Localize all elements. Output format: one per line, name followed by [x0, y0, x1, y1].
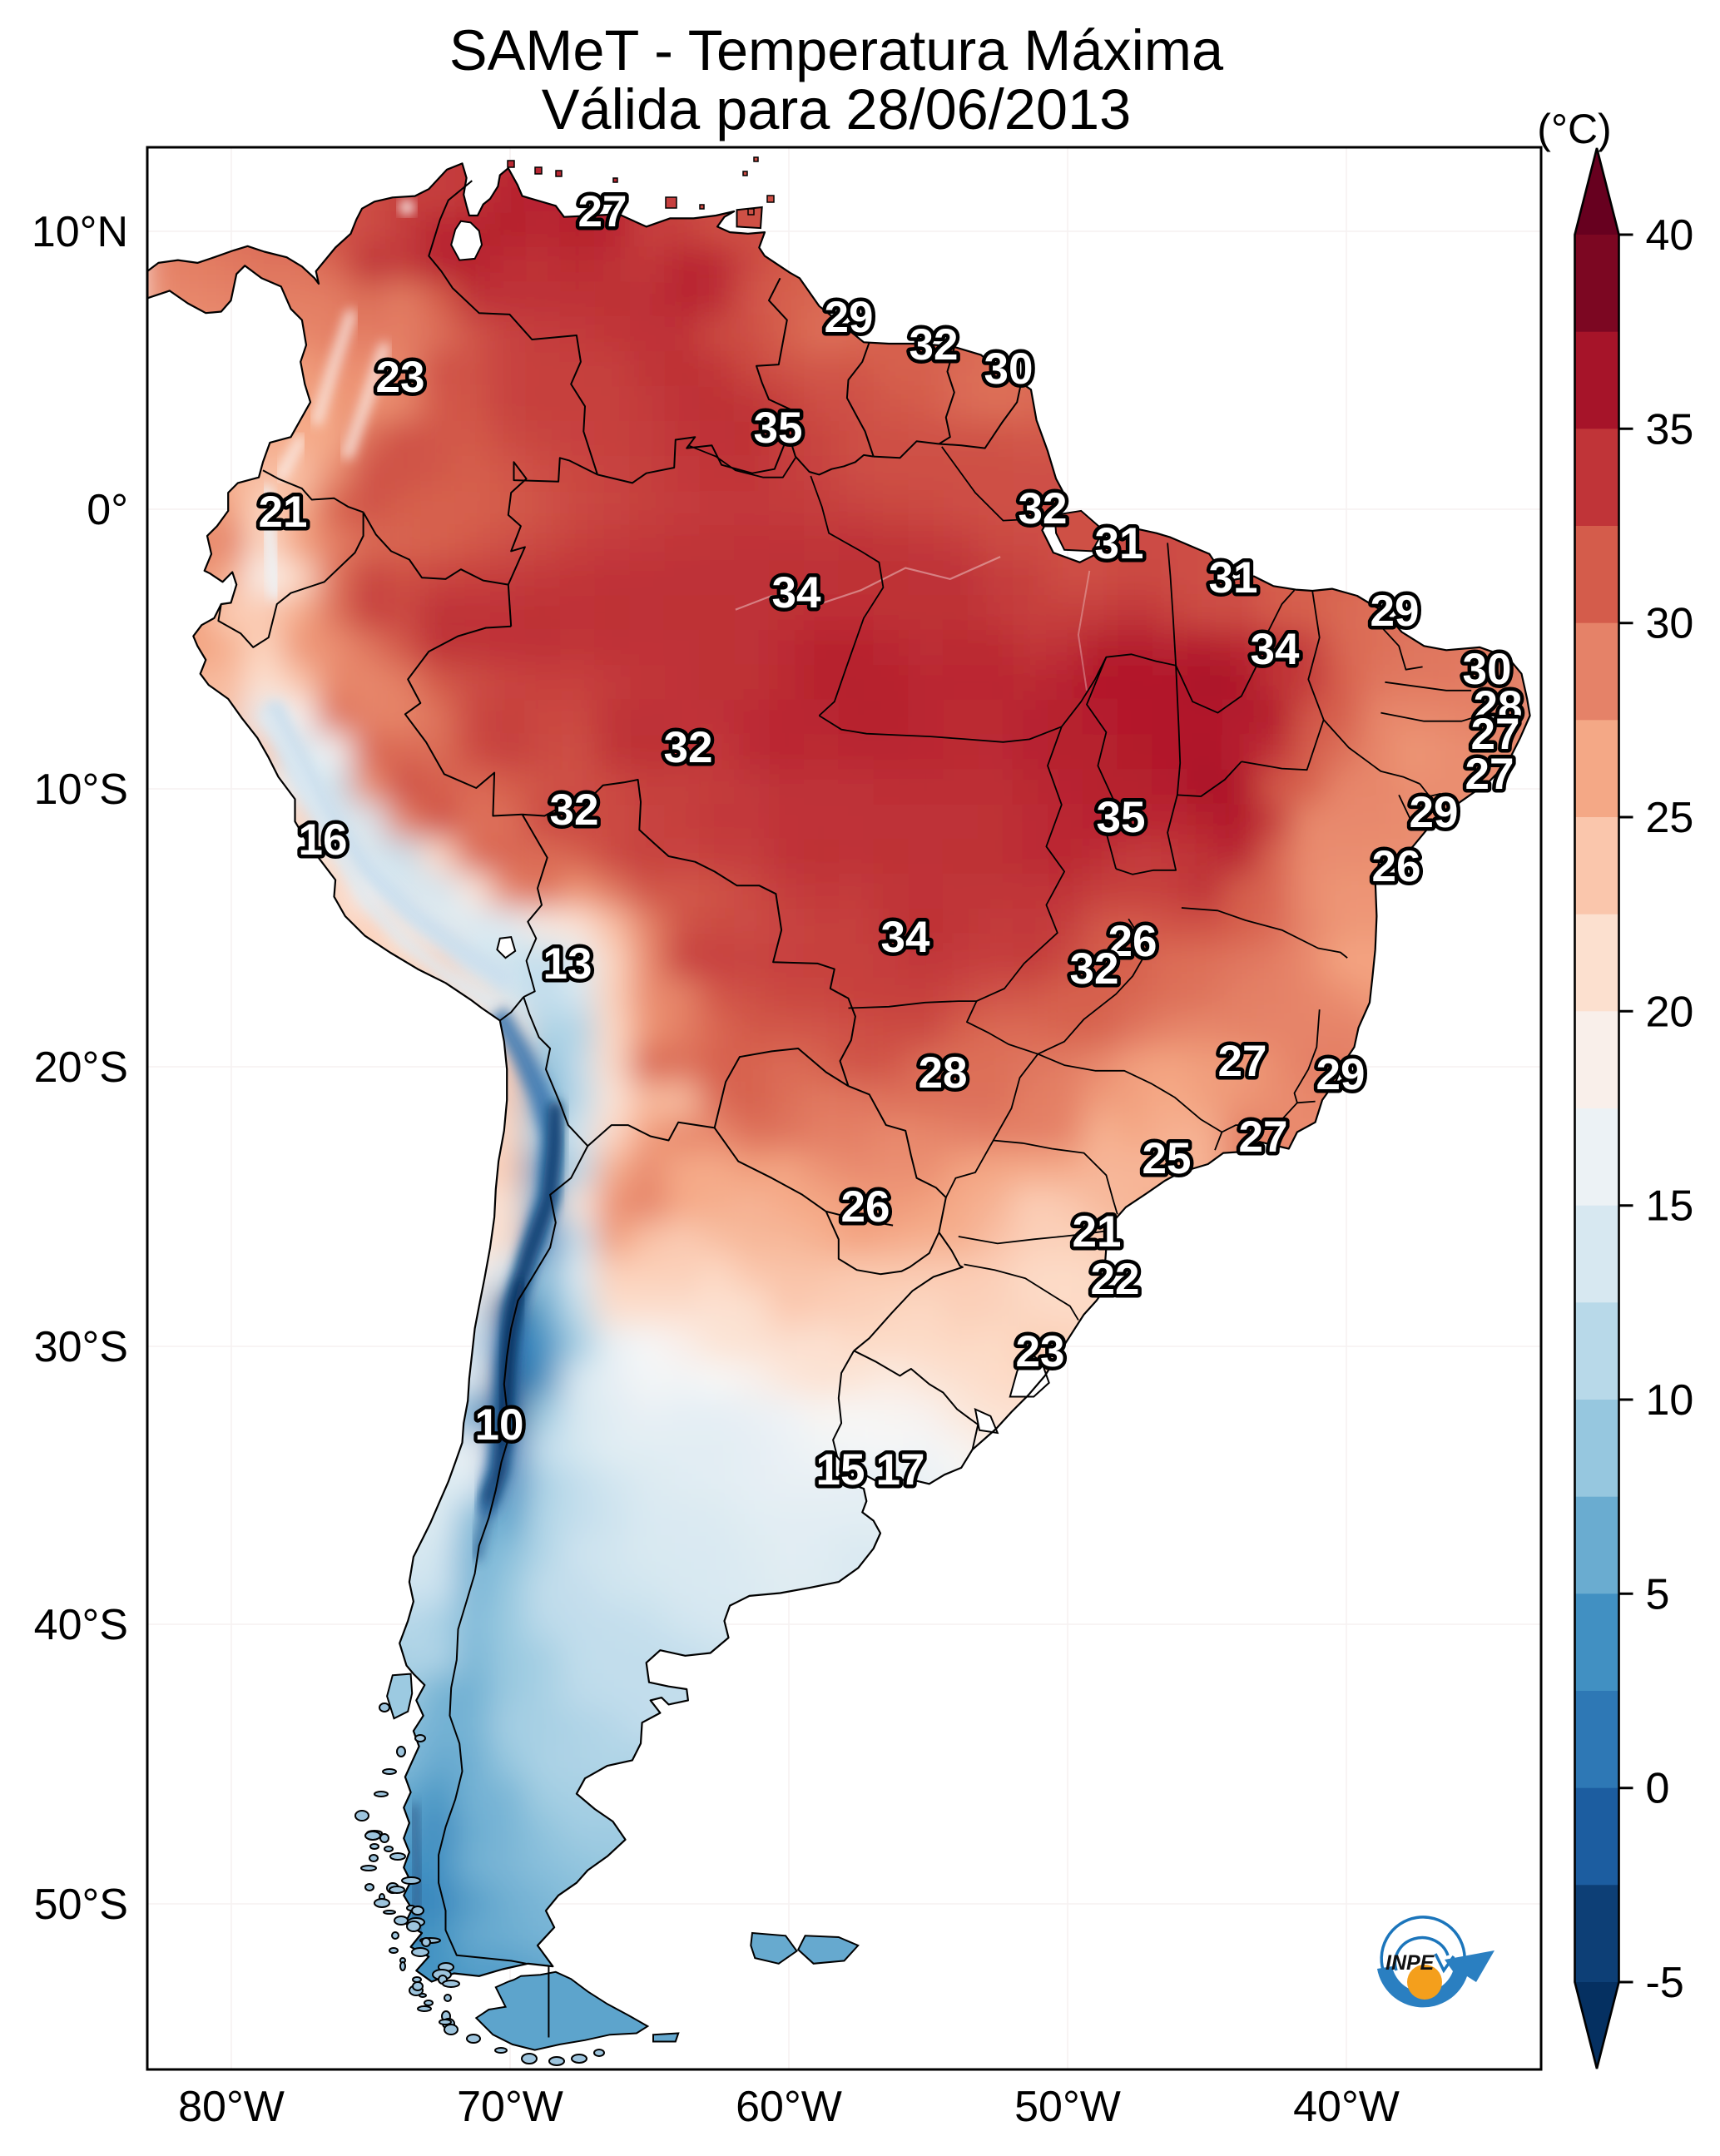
svg-text:30: 30: [984, 344, 1033, 394]
svg-text:26: 26: [1108, 917, 1157, 966]
svg-text:35: 35: [1646, 405, 1694, 454]
svg-text:50°S: 50°S: [34, 1881, 128, 1929]
svg-text:26: 26: [1372, 842, 1421, 891]
svg-text:31: 31: [1209, 553, 1258, 602]
svg-text:80°W: 80°W: [178, 2083, 285, 2131]
svg-text:10°S: 10°S: [34, 766, 128, 814]
svg-text:0: 0: [1646, 1765, 1670, 1813]
svg-text:27: 27: [1239, 1113, 1288, 1162]
svg-text:22: 22: [1091, 1255, 1140, 1304]
svg-text:15: 15: [816, 1445, 865, 1494]
svg-text:35: 35: [754, 404, 803, 453]
svg-text:40°S: 40°S: [34, 1601, 128, 1649]
svg-text:25: 25: [1143, 1134, 1192, 1183]
svg-text:28: 28: [1474, 682, 1523, 731]
svg-text:30°S: 30°S: [34, 1323, 128, 1371]
svg-text:13: 13: [543, 939, 592, 989]
svg-text:26: 26: [841, 1182, 890, 1232]
svg-text:15: 15: [1646, 1182, 1694, 1231]
svg-text:34: 34: [881, 913, 930, 962]
svg-text:10: 10: [475, 1400, 524, 1450]
svg-text:60°W: 60°W: [736, 2083, 842, 2131]
svg-text:20: 20: [1646, 988, 1694, 1036]
svg-text:27: 27: [1218, 1037, 1267, 1086]
svg-text:21: 21: [1073, 1207, 1122, 1256]
svg-text:29: 29: [1316, 1050, 1366, 1099]
svg-text:70°W: 70°W: [457, 2083, 563, 2131]
svg-text:32: 32: [1019, 484, 1068, 533]
svg-text:30: 30: [1463, 645, 1512, 694]
svg-text:32: 32: [910, 320, 959, 369]
svg-text:0°: 0°: [87, 486, 128, 534]
svg-text:34: 34: [772, 568, 821, 617]
svg-text:INPE: INPE: [1385, 1951, 1435, 1975]
svg-text:27: 27: [1471, 710, 1520, 759]
svg-text:31: 31: [1095, 519, 1144, 568]
svg-text:29: 29: [1410, 788, 1459, 837]
svg-text:40: 40: [1646, 211, 1694, 260]
svg-text:30: 30: [1646, 600, 1694, 648]
svg-text:Válida para 28/06/2013: Válida para 28/06/2013: [542, 77, 1131, 141]
svg-text:10: 10: [1646, 1376, 1694, 1425]
svg-text:-5: -5: [1646, 1959, 1684, 2007]
svg-text:32: 32: [664, 723, 713, 772]
svg-text:(°C): (°C): [1537, 106, 1611, 152]
svg-text:17: 17: [876, 1445, 925, 1494]
svg-text:32: 32: [1070, 944, 1119, 994]
svg-text:5: 5: [1646, 1570, 1670, 1618]
svg-text:27: 27: [1465, 750, 1514, 799]
svg-text:SAMeT - Temperatura Máxima: SAMeT - Temperatura Máxima: [449, 18, 1224, 82]
svg-text:29: 29: [1371, 587, 1420, 636]
svg-text:21: 21: [259, 488, 308, 537]
svg-text:23: 23: [1016, 1327, 1065, 1376]
svg-text:28: 28: [919, 1048, 968, 1098]
svg-text:16: 16: [299, 815, 348, 865]
svg-text:20°S: 20°S: [34, 1043, 128, 1092]
svg-text:34: 34: [1251, 625, 1300, 674]
svg-text:29: 29: [825, 293, 874, 342]
svg-text:32: 32: [550, 786, 599, 835]
svg-text:25: 25: [1646, 794, 1694, 842]
svg-text:35: 35: [1097, 793, 1146, 842]
svg-text:23: 23: [376, 353, 425, 402]
svg-text:50°W: 50°W: [1014, 2083, 1121, 2131]
svg-text:10°N: 10°N: [32, 208, 128, 256]
svg-text:27: 27: [578, 187, 627, 236]
svg-text:40°W: 40°W: [1293, 2083, 1400, 2131]
